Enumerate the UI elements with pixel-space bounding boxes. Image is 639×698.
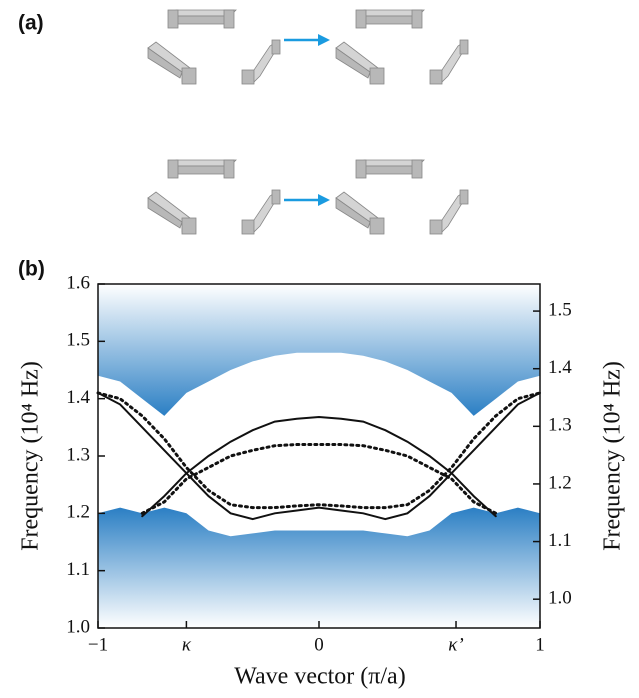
plot: 1.0 1.1 1.2 1.3 1.4 1.5 1.6 1.0 1.1 1.2 1.3 1.4 1.5 −… [66, 272, 572, 655]
structure [148, 10, 280, 84]
y-tick-label: 1.2 [66, 502, 90, 523]
arrow [284, 194, 330, 206]
figure: (a) (b) 1.01.11.21.31.41.51.61.01.11.21.… [0, 0, 639, 698]
band [98, 284, 540, 416]
dispersion-curve [142, 445, 496, 514]
y2-tick-label: 1.1 [548, 530, 572, 551]
y-tick-label: 1.1 [66, 559, 90, 580]
y2-tick-label: 1.4 [548, 357, 572, 378]
panel-label: (b) [18, 258, 45, 281]
x-tick-label: 0 [314, 634, 324, 655]
panel-label: (a) [18, 12, 44, 35]
y-tick-label: 1.3 [66, 444, 90, 465]
x-tick-label: κ [182, 634, 192, 655]
y-tick-label: 1.4 [66, 387, 90, 408]
y2-tick-label: 1.5 [548, 299, 572, 320]
y-tick-label: 1.5 [66, 330, 90, 351]
dispersion-curve [142, 417, 496, 516]
y-axis-title: Frequency (10⁴ Hz) [18, 361, 44, 551]
x-tick-label: 1 [535, 634, 545, 655]
x-tick-label: −1 [88, 634, 108, 655]
y-tick-label: 1.0 [66, 616, 90, 637]
x-axis-title: Wave vector (π/a) [234, 664, 405, 690]
y2-tick-label: 1.0 [548, 588, 572, 609]
y-tick-label: 1.6 [66, 272, 90, 293]
band [98, 508, 540, 628]
y2-axis-title: Frequency (10⁴ Hz) [600, 361, 626, 551]
structure [148, 160, 280, 234]
arrow [284, 34, 330, 46]
page: {"panel_a": {"label": "(a)"}, "chart_dat… [0, 0, 639, 698]
structure [336, 160, 468, 234]
y2-tick-label: 1.3 [548, 415, 572, 436]
body: (a) (b) 1.01.11.21.31.41.51.61.01.11.21.… [0, 0, 639, 698]
y2-tick-label: 1.2 [548, 472, 572, 493]
x-tick-label: κ’ [448, 634, 463, 655]
structure [336, 10, 468, 84]
